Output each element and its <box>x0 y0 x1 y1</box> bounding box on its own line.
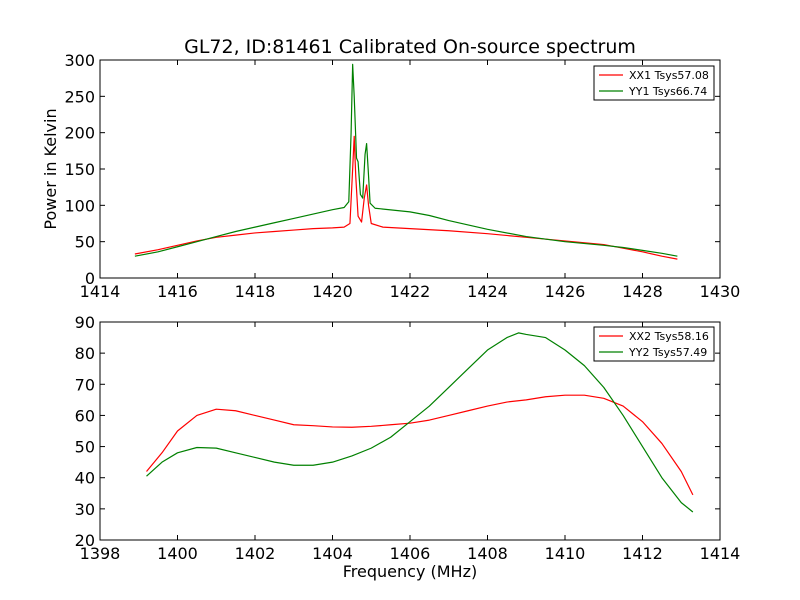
y-tick-label: 40 <box>75 469 95 488</box>
x-tick-label: 1418 <box>235 282 276 301</box>
x-tick-label: 1428 <box>622 282 663 301</box>
x-tick-label: 1398 <box>80 544 121 563</box>
x-axis-label: Frequency (MHz) <box>343 562 477 581</box>
y-tick-label: 250 <box>64 87 95 106</box>
legend-box <box>593 326 715 362</box>
y-tick-label: 200 <box>64 124 95 143</box>
x-tick-label: 1408 <box>467 544 508 563</box>
y-tick-label: 300 <box>64 51 95 70</box>
x-tick-label: 1414 <box>80 282 121 301</box>
series-line-2 <box>146 332 694 513</box>
y-tick-label: 150 <box>64 160 95 179</box>
x-tick-label: 1400 <box>157 544 198 563</box>
top-panel: 1414 1416 1418 1420 1422 1424 1426 1428 1430 0 50 1… <box>64 51 740 301</box>
y-axis-label: Power in Kelvin <box>41 108 60 229</box>
y-tick-label: 0 <box>85 269 95 288</box>
x-tick-label: 1430 <box>700 282 741 301</box>
legend-box <box>593 65 715 101</box>
legend-entry: YY2 Tsys57.49 <box>628 346 707 359</box>
y-tick-label: 70 <box>75 375 95 394</box>
y-tick-label: 30 <box>75 500 95 519</box>
bottom-panel: 1398 1400 1402 1404 1406 1408 1410 1412 1414 20 30… <box>75 313 741 563</box>
x-tick-label: 1404 <box>312 544 353 563</box>
x-tick-label: 1422 <box>390 282 431 301</box>
chart-title: GL72, ID:81461 Calibrated On-source spec… <box>184 36 636 58</box>
legend-entry: XX2 Tsys58.16 <box>629 330 709 343</box>
x-tick-label: 1424 <box>467 282 508 301</box>
y-tick-label: 50 <box>75 438 95 457</box>
series-line-2 <box>134 63 678 257</box>
y-tick-label: 50 <box>75 233 95 252</box>
x-tick-label: 1420 <box>312 282 353 301</box>
x-tick-label: 1410 <box>545 544 586 563</box>
y-tick-label: 20 <box>75 531 95 550</box>
x-tick-label: 1414 <box>700 544 741 563</box>
legend-entry: XX1 Tsys57.08 <box>629 69 709 82</box>
y-tick-label: 80 <box>75 344 95 363</box>
x-tick-label: 1416 <box>157 282 198 301</box>
series-line-1 <box>146 394 694 496</box>
legend-entry: YY1 Tsys66.74 <box>628 85 707 98</box>
x-tick-label: 1406 <box>390 544 431 563</box>
y-tick-label: 90 <box>75 313 95 332</box>
x-tick-label: 1402 <box>235 544 276 563</box>
x-tick-label: 1412 <box>622 544 663 563</box>
y-tick-label: 60 <box>75 406 95 425</box>
x-tick-label: 1426 <box>545 282 586 301</box>
y-tick-label: 100 <box>64 196 95 215</box>
